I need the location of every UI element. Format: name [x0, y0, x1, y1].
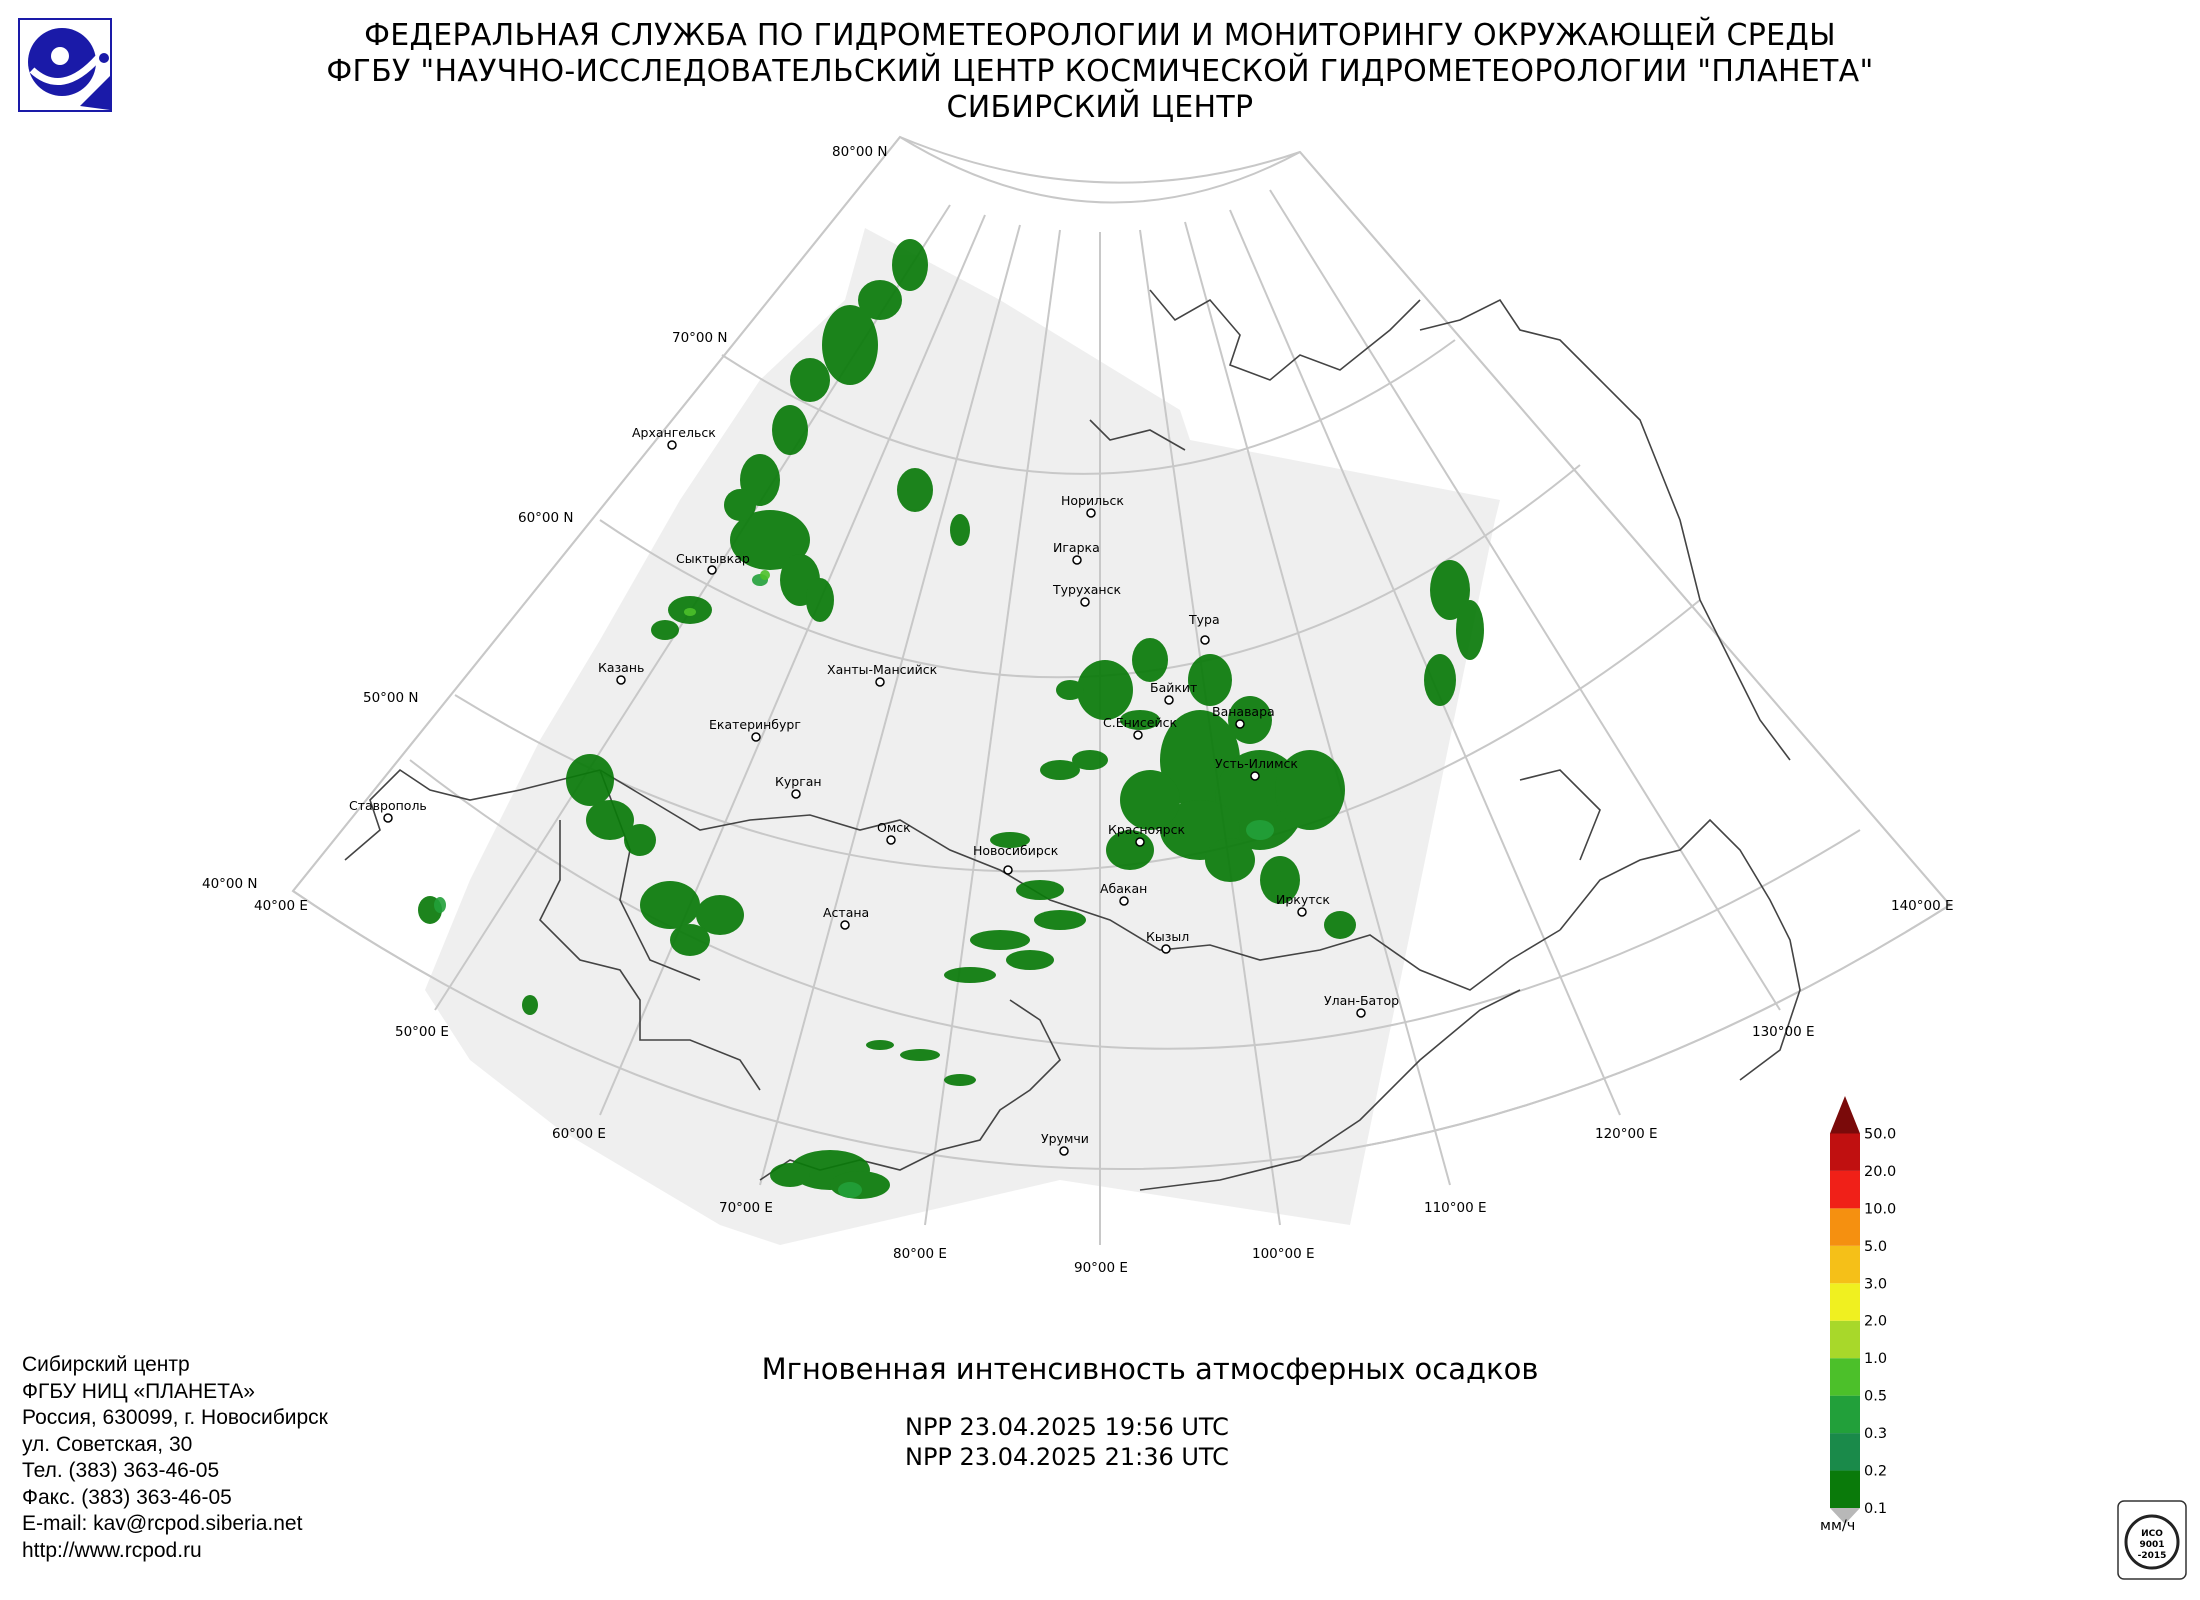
- contact-website[interactable]: http://www.rcpod.ru: [22, 1538, 202, 1562]
- product-title: Мгновенная интенсивность атмосферных оса…: [761, 1352, 1539, 1386]
- contact-line: Россия, 630099, г. Новосибирск: [22, 1406, 328, 1429]
- longitude-labels: 40°00 E 50°00 E 60°00 E 70°00 E 80°00 E …: [254, 898, 1954, 1276]
- city-yekaterinburg: Екатеринбург: [709, 717, 801, 732]
- planeta-logo-icon: [18, 18, 112, 112]
- city-abakan: Абакан: [1100, 881, 1147, 896]
- latitude-labels: 80°00 N 70°00 N 60°00 N 50°00 N 40°00 N: [202, 144, 888, 892]
- city-kurgan: Курган: [775, 774, 822, 789]
- iso-text-3: -2015: [2138, 1551, 2167, 1561]
- legend-level-labels: 0.1 0.2 0.3 0.5 1.0 2.0 3.0 5.0 10.0 20.0 50.0: [1864, 1126, 1896, 1517]
- legend-bar: [1830, 1395, 1860, 1434]
- header-line-3: СИБИРСКИЙ ЦЕНТР: [946, 90, 1254, 125]
- legend-bar: [1830, 1133, 1860, 1171]
- city-vanavara: Ванавара: [1212, 704, 1275, 719]
- satellite-passes: NPP 23.04.2025 19:56 UTC NPP 23.04.2025 …: [905, 1412, 1229, 1472]
- city-s-eniseysk: С.Енисейск: [1103, 715, 1177, 730]
- pass-1: NPP 23.04.2025 19:56 UTC: [905, 1413, 1229, 1441]
- legend-bar: [1830, 1283, 1860, 1321]
- legend-color-bars: [1830, 1096, 1860, 1524]
- legend-level-label: 2.0: [1864, 1314, 1887, 1330]
- legend-level-label: 5.0: [1864, 1239, 1887, 1255]
- legend-level-label: 0.5: [1864, 1389, 1887, 1405]
- legend-bar: [1830, 1433, 1860, 1471]
- header: ФЕДЕРАЛЬНАЯ СЛУЖБА ПО ГИДРОМЕТЕОРОЛОГИИ …: [160, 18, 2040, 126]
- legend-level-label: 1.0: [1864, 1351, 1887, 1367]
- lat-label-50: 50°00 N: [363, 690, 419, 706]
- lon-label-50: 50°00 E: [395, 1024, 449, 1040]
- contact-line: ФГБУ НИЦ «ПЛАНЕТА»: [22, 1379, 255, 1403]
- lon-label-60: 60°00 E: [552, 1126, 606, 1142]
- city-baykit: Байкит: [1150, 680, 1197, 695]
- header-line-2: ФГБУ "НАУЧНО-ИССЛЕДОВАТЕЛЬСКИЙ ЦЕНТР КОС…: [326, 54, 1874, 89]
- lon-label-70: 70°00 E: [719, 1200, 773, 1216]
- legend-bar: [1830, 1320, 1860, 1359]
- city-markers: [383, 440, 1366, 1156]
- contacts: Сибирский центр ФГБУ НИЦ «ПЛАНЕТА» Росси…: [22, 1352, 328, 1564]
- lat-label-80: 80°00 N: [832, 144, 888, 160]
- city-igarka: Игарка: [1053, 540, 1100, 555]
- lon-label-80: 80°00 E: [893, 1246, 947, 1262]
- precipitation-legend: 0.1 0.2 0.3 0.5 1.0 2.0 3.0 5.0 10.0 20.0 50.0 мм/…: [1820, 1096, 1896, 1534]
- legend-level-label: 20.0: [1864, 1164, 1896, 1180]
- legend-bar: [1830, 1358, 1860, 1396]
- city-urumqi: Урумчи: [1041, 1131, 1089, 1146]
- city-kazan: Казань: [598, 660, 644, 675]
- city-khanty-mansiysk: Ханты-Мансийск: [827, 662, 938, 677]
- city-krasnoyarsk: Красноярск: [1108, 822, 1185, 837]
- city-astana: Астана: [823, 905, 869, 920]
- header-line-1: ФЕДЕРАЛЬНАЯ СЛУЖБА ПО ГИДРОМЕТЕОРОЛОГИИ …: [364, 18, 1836, 53]
- city-ulaanbaatar: Улан-Батор: [1324, 993, 1399, 1008]
- legend-unit: мм/ч: [1820, 1518, 1855, 1534]
- city-norilsk: Норильск: [1061, 493, 1124, 508]
- city-ust-ilimsk: Усть-Илимск: [1215, 756, 1298, 771]
- city-turukhansk: Туруханск: [1052, 582, 1121, 597]
- lat-label-60: 60°00 N: [518, 510, 574, 526]
- legend-bar: [1830, 1208, 1860, 1246]
- contact-line: Тел. (383) 363-46-05: [22, 1459, 220, 1482]
- legend-level-label: 0.2: [1864, 1464, 1887, 1480]
- legend-level-label: 10.0: [1864, 1201, 1896, 1217]
- city-novosibirsk: Новосибирск: [973, 843, 1059, 858]
- legend-level-label: 0.3: [1864, 1426, 1887, 1442]
- lon-label-90: 90°00 E: [1074, 1260, 1128, 1276]
- lon-label-140: 140°00 E: [1891, 898, 1954, 914]
- legend-bar-bottom: [1830, 1508, 1860, 1524]
- coverage-swath: [425, 228, 1500, 1245]
- lon-label-100: 100°00 E: [1252, 1246, 1315, 1262]
- city-arkhangelsk: Архангельск: [632, 425, 716, 440]
- lon-label-120: 120°00 E: [1595, 1126, 1658, 1142]
- legend-bar: [1830, 1170, 1860, 1209]
- pass-2: NPP 23.04.2025 21:36 UTC: [905, 1443, 1229, 1471]
- legend-bar: [1830, 1245, 1860, 1284]
- contact-line: Сибирский центр: [22, 1353, 190, 1376]
- contact-line: Факс. (383) 363-46-05: [22, 1485, 232, 1509]
- legend-level-label: 3.0: [1864, 1276, 1887, 1292]
- city-kyzyl: Кызыл: [1146, 929, 1189, 944]
- legend-bar-top: [1830, 1096, 1860, 1134]
- lon-label-130: 130°00 E: [1752, 1024, 1815, 1040]
- city-irkutsk: Иркутск: [1276, 892, 1330, 907]
- contact-line: ул. Советская, 30: [22, 1432, 193, 1456]
- city-stavropol: Ставрополь: [349, 798, 427, 813]
- legend-level-label: 50.0: [1864, 1126, 1896, 1142]
- city-tura: Тура: [1188, 612, 1220, 627]
- lat-label-40: 40°00 N: [202, 876, 258, 892]
- legend-bar: [1830, 1470, 1860, 1508]
- iso-certification-icon: ИСО 9001 -2015: [2117, 1500, 2187, 1580]
- legend-level-label: 0.1: [1864, 1501, 1887, 1517]
- precipitation-patches: [418, 239, 1484, 1199]
- city-syktyvkar: Сыктывкар: [676, 551, 750, 566]
- city-labels: Архангельск Сыктывкар Казань Ставрополь …: [349, 425, 1399, 1146]
- lon-label-40: 40°00 E: [254, 898, 308, 914]
- iso-text-1: ИСО: [2141, 1529, 2163, 1539]
- iso-text-2: 9001: [2139, 1540, 2164, 1550]
- lat-label-70: 70°00 N: [672, 330, 728, 346]
- city-omsk: Омск: [877, 820, 911, 835]
- contact-email[interactable]: E-mail: kav@rcpod.siberia.net: [22, 1512, 303, 1535]
- lon-label-110: 110°00 E: [1424, 1200, 1487, 1216]
